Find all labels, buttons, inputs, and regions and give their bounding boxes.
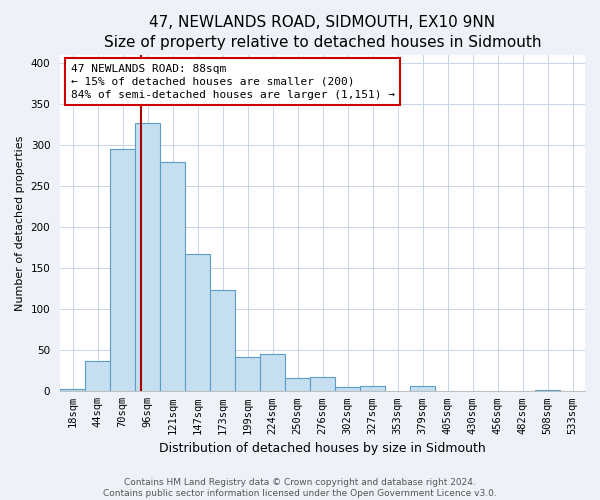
Text: 47 NEWLANDS ROAD: 88sqm
← 15% of detached houses are smaller (200)
84% of semi-d: 47 NEWLANDS ROAD: 88sqm ← 15% of detache… (71, 64, 395, 100)
Bar (160, 162, 185, 392)
Bar (310, 376, 335, 392)
Bar (535, 390, 560, 392)
Bar (260, 354, 285, 392)
Bar (285, 378, 310, 392)
Bar (360, 386, 385, 392)
Bar (235, 357, 260, 392)
Bar (210, 290, 235, 392)
Y-axis label: Number of detached properties: Number of detached properties (15, 136, 25, 311)
Bar (85, 361, 110, 392)
Bar (185, 254, 210, 392)
Bar (410, 386, 435, 392)
Bar (335, 387, 360, 392)
Bar (60, 389, 85, 392)
Text: Contains HM Land Registry data © Crown copyright and database right 2024.
Contai: Contains HM Land Registry data © Crown c… (103, 478, 497, 498)
X-axis label: Distribution of detached houses by size in Sidmouth: Distribution of detached houses by size … (159, 442, 486, 455)
Bar (110, 150, 135, 392)
Title: 47, NEWLANDS ROAD, SIDMOUTH, EX10 9NN
Size of property relative to detached hous: 47, NEWLANDS ROAD, SIDMOUTH, EX10 9NN Si… (104, 15, 541, 50)
Bar (135, 123, 160, 392)
